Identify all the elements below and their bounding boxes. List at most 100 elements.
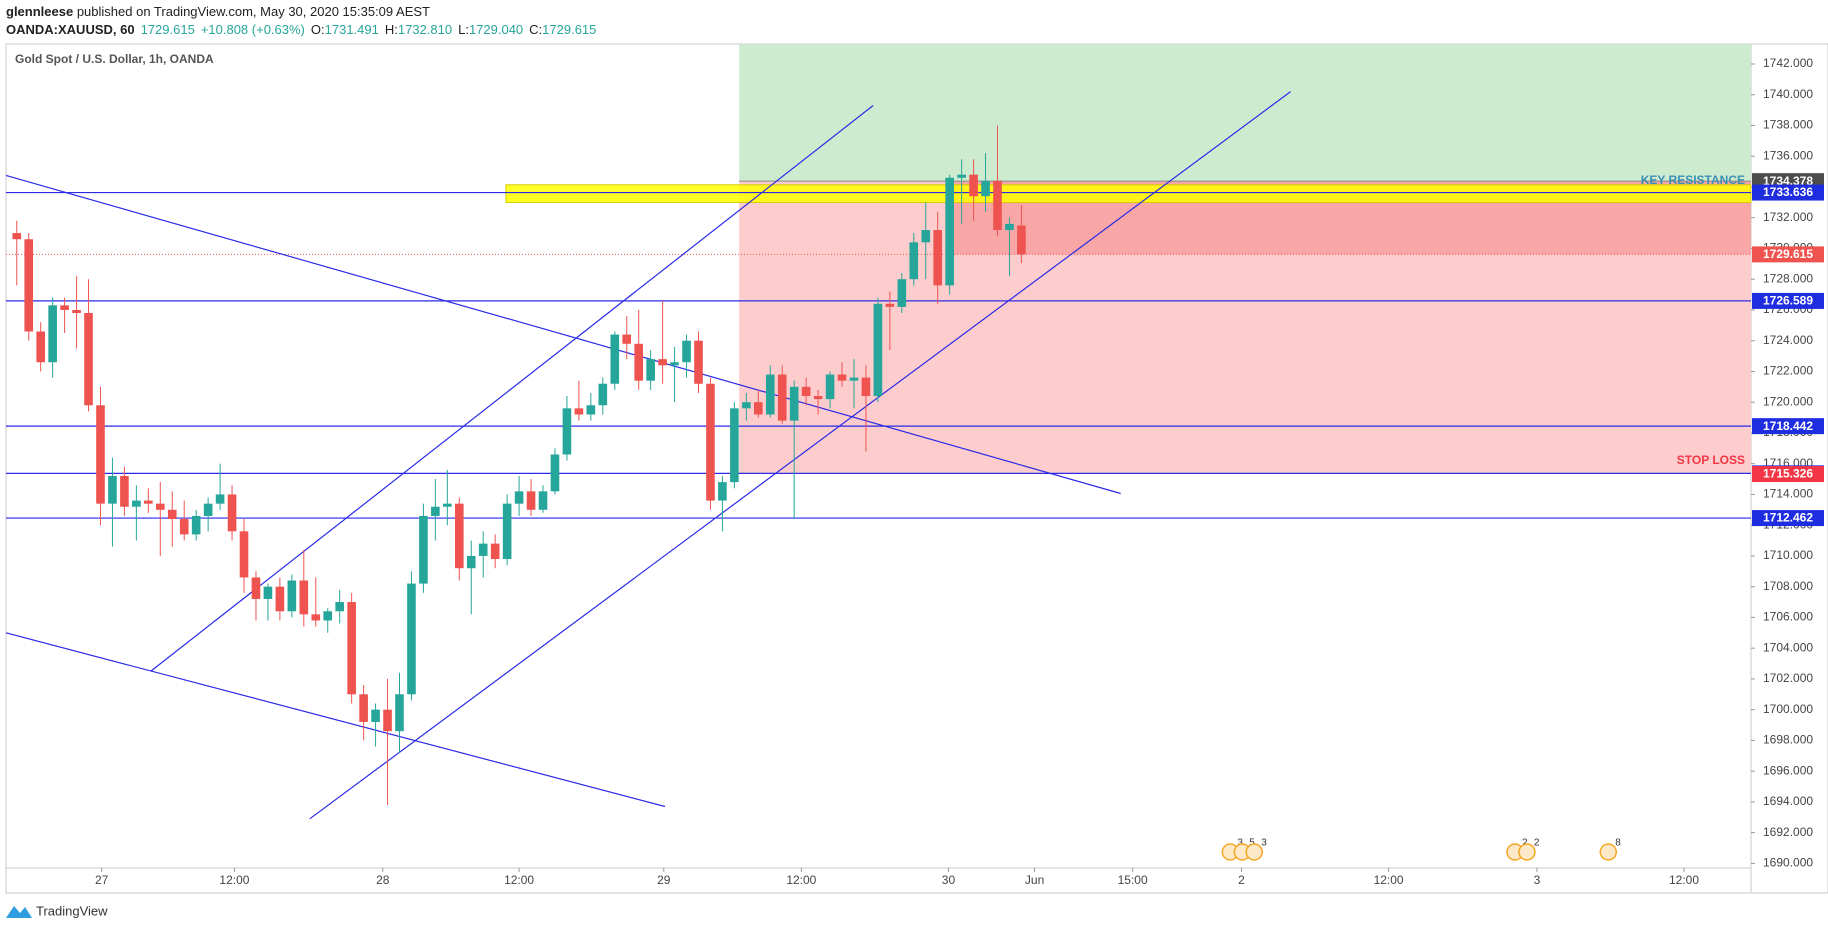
candle-body	[144, 500, 153, 504]
last-price: 1729.615	[140, 22, 195, 37]
y-tick-label: 1742.000	[1763, 56, 1813, 70]
y-tick-label: 1732.000	[1763, 210, 1813, 224]
candle-body	[227, 494, 237, 532]
candle-body	[431, 506, 440, 516]
candle-body	[383, 709, 392, 732]
x-tick-label: 30	[942, 873, 956, 887]
candle-body	[347, 602, 356, 695]
x-tick-label: 28	[376, 873, 390, 887]
y-tick-label: 1700.000	[1763, 702, 1813, 716]
price-label-box	[1752, 466, 1824, 483]
price-label: 1712.462	[1763, 511, 1813, 525]
y-tick-label: 1738.000	[1763, 118, 1813, 132]
event-count: 8	[1615, 838, 1621, 849]
candle-body	[837, 374, 847, 381]
candle-body	[789, 386, 799, 421]
candle-body	[12, 233, 22, 240]
price-label: 1734.378	[1763, 174, 1813, 188]
candle-body	[777, 374, 787, 421]
ohlc-value: 1729.040	[468, 22, 524, 37]
annotation: KEY RESISTANCE	[1641, 173, 1745, 187]
candle-body	[407, 583, 416, 695]
candle-body	[909, 242, 919, 280]
candle-body	[921, 230, 931, 243]
y-tick-label: 1698.000	[1763, 733, 1813, 747]
candle-body	[969, 174, 978, 197]
candle-body	[454, 503, 464, 569]
candle-body	[84, 313, 93, 406]
candle-body	[813, 396, 823, 400]
candle-body	[179, 519, 189, 535]
candle-body	[957, 174, 966, 178]
event-icon	[1245, 843, 1263, 861]
y-tick-label: 1694.000	[1763, 794, 1813, 808]
x-tick-label: 3	[1534, 873, 1541, 887]
candle-body	[670, 362, 679, 366]
symbol: OANDA:XAUUSD, 60	[6, 22, 135, 37]
candle-body	[108, 475, 117, 504]
candle-body	[299, 580, 309, 615]
candle-body	[251, 577, 261, 599]
candle-body	[24, 239, 34, 332]
candle-body	[1005, 223, 1014, 231]
candle-body	[502, 503, 512, 559]
y-tick-label: 1708.000	[1763, 579, 1813, 593]
candle-body	[132, 500, 141, 507]
trend-line	[5, 174, 1121, 495]
ohlc-value: 1732.810	[397, 22, 453, 37]
x-tick-label: 2	[1238, 873, 1245, 887]
candle-body	[742, 402, 751, 409]
price-label: 1733.636	[1763, 185, 1813, 199]
x-tick-label: 12:00	[1669, 873, 1699, 887]
resistance-zone	[505, 184, 1752, 203]
candle-body	[167, 509, 177, 520]
candle-body	[825, 374, 835, 400]
candle-body	[538, 491, 548, 510]
candle-body	[359, 694, 368, 722]
y-tick-label: 1728.000	[1763, 271, 1813, 285]
candle-body	[586, 405, 596, 415]
candle-body	[753, 402, 763, 415]
candle-body	[718, 482, 727, 501]
candle-body	[562, 408, 572, 455]
event-icon	[1518, 843, 1536, 861]
price-label-box	[1752, 246, 1824, 263]
candle-body	[801, 386, 811, 397]
ohlc-label: O:	[310, 22, 325, 37]
candle-body	[993, 180, 1002, 231]
candle-body	[849, 377, 859, 381]
candle-body	[335, 602, 344, 612]
y-tick-label: 1702.000	[1763, 671, 1813, 685]
author: glennleese	[6, 4, 74, 19]
y-tick-label: 1714.000	[1763, 487, 1813, 501]
price-label-box	[1752, 418, 1824, 435]
price-label: 1729.615	[1763, 247, 1813, 261]
candle-body	[191, 515, 201, 535]
y-tick-label: 1696.000	[1763, 763, 1813, 777]
y-tick-label: 1706.000	[1763, 610, 1813, 624]
x-tick-label: 27	[95, 873, 109, 887]
event-count: 3	[1261, 838, 1267, 849]
candle-body	[466, 555, 476, 569]
x-tick-label: 12:00	[504, 873, 534, 887]
price-label: 1715.326	[1763, 467, 1813, 481]
candle-body	[622, 334, 632, 344]
header-line-2: OANDA:XAUUSD, 60 1729.615 +10.808 (+0.63%)…	[6, 21, 602, 39]
candle-body	[215, 494, 225, 504]
candle-body	[945, 177, 954, 286]
candle-body	[610, 334, 620, 384]
y-tick-label: 1722.000	[1763, 364, 1813, 378]
candle-body	[96, 405, 105, 504]
candle-body	[48, 305, 57, 363]
event-count: 3	[1237, 838, 1243, 849]
candle-body	[203, 503, 213, 516]
candle-body	[478, 543, 488, 556]
x-tick-label: 12:00	[786, 873, 816, 887]
y-tick-label: 1690.000	[1763, 856, 1813, 870]
x-tick-label: Jun	[1025, 873, 1044, 887]
ohlc-label: L:	[458, 22, 469, 37]
x-tick-label: 12:00	[219, 873, 249, 887]
candle-body	[634, 343, 644, 381]
x-tick-label: 15:00	[1118, 873, 1148, 887]
